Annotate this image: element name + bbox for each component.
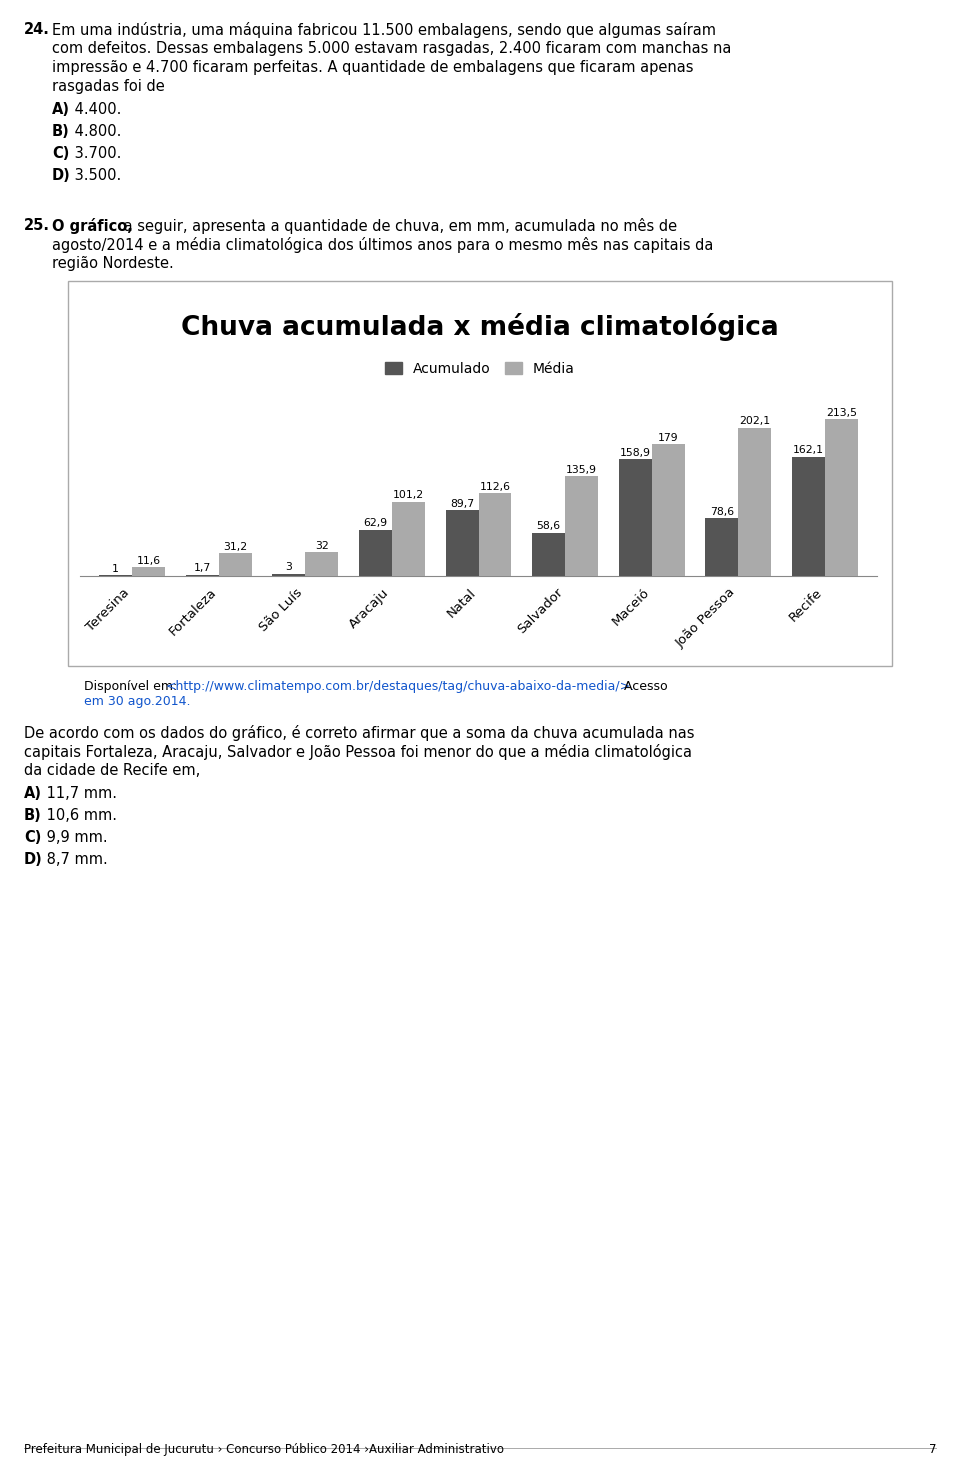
Text: 78,6: 78,6: [709, 507, 734, 517]
Text: B): B): [24, 808, 41, 822]
Text: a seguir, apresenta a quantidade de chuva, em mm, acumulada no mês de: a seguir, apresenta a quantidade de chuv…: [119, 218, 677, 234]
Text: A): A): [52, 102, 70, 116]
Text: 101,2: 101,2: [393, 491, 424, 500]
Text: 135,9: 135,9: [566, 464, 597, 475]
Text: 213,5: 213,5: [826, 408, 857, 417]
Text: 3.500.: 3.500.: [70, 168, 121, 183]
Text: D): D): [24, 852, 43, 867]
Text: 4.400.: 4.400.: [70, 102, 121, 116]
Text: C): C): [52, 146, 69, 161]
Text: 3.700.: 3.700.: [70, 146, 121, 161]
Text: 89,7: 89,7: [450, 498, 474, 509]
Text: com defeitos. Dessas embalagens 5.000 estavam rasgadas, 2.400 ficaram com mancha: com defeitos. Dessas embalagens 5.000 es…: [52, 41, 732, 56]
Text: capitais Fortaleza, Aracaju, Salvador e João Pessoa foi menor do que a média cli: capitais Fortaleza, Aracaju, Salvador e …: [24, 744, 692, 761]
Text: região Nordeste.: região Nordeste.: [52, 256, 174, 271]
Text: 62,9: 62,9: [363, 519, 388, 528]
Text: 10,6 mm.: 10,6 mm.: [42, 808, 117, 822]
Bar: [305, 553, 338, 576]
Text: De acordo com os dados do gráfico, é correto afirmar que a soma da chuva acumula: De acordo com os dados do gráfico, é cor…: [24, 725, 694, 741]
Bar: [532, 534, 565, 576]
Text: A): A): [24, 786, 42, 800]
Text: 24.: 24.: [24, 22, 50, 37]
Text: rasgadas foi de: rasgadas foi de: [52, 80, 165, 94]
Text: 179: 179: [658, 433, 679, 444]
Text: 162,1: 162,1: [793, 445, 824, 455]
Bar: [706, 519, 738, 576]
Text: 1,7: 1,7: [194, 563, 211, 573]
Bar: [219, 553, 252, 576]
Text: 11,7 mm.: 11,7 mm.: [42, 786, 117, 800]
Text: agosto/2014 e a média climatológica dos últimos anos para o mesmo mês nas capita: agosto/2014 e a média climatológica dos …: [52, 237, 713, 254]
Bar: [738, 427, 771, 576]
Text: Chuva acumulada x média climatológica: Chuva acumulada x média climatológica: [181, 312, 779, 340]
Bar: [132, 567, 165, 576]
Text: Acesso: Acesso: [616, 680, 667, 693]
Text: 11,6: 11,6: [136, 556, 160, 566]
Bar: [359, 529, 392, 576]
Text: C): C): [24, 830, 41, 845]
Text: 1: 1: [112, 563, 119, 573]
Bar: [792, 457, 825, 576]
Text: impressão e 4.700 ficaram perfeitas. A quantidade de embalagens que ficaram apen: impressão e 4.700 ficaram perfeitas. A q…: [52, 60, 693, 75]
Text: B): B): [52, 124, 70, 139]
Text: Em uma indústria, uma máquina fabricou 11.500 embalagens, sendo que algumas saír: Em uma indústria, uma máquina fabricou 1…: [52, 22, 716, 38]
Text: Prefeitura Municipal de Jucurutu › Concurso Público 2014 ›Auxiliar Administrativ: Prefeitura Municipal de Jucurutu › Concu…: [24, 1443, 504, 1456]
Text: 4.800.: 4.800.: [70, 124, 121, 139]
Text: Disponível em:: Disponível em:: [84, 680, 181, 693]
Text: em 30 ago.2014.: em 30 ago.2014.: [84, 696, 190, 708]
Bar: [565, 476, 598, 576]
Legend: Acumulado, Média: Acumulado, Média: [380, 357, 580, 382]
Text: 58,6: 58,6: [537, 522, 561, 532]
Text: 31,2: 31,2: [223, 541, 247, 551]
Text: O gráfico,: O gráfico,: [52, 218, 132, 234]
Text: D): D): [52, 168, 71, 183]
Bar: [273, 573, 305, 576]
Bar: [68, 282, 892, 666]
Text: 9,9 mm.: 9,9 mm.: [42, 830, 108, 845]
Text: 8,7 mm.: 8,7 mm.: [42, 852, 108, 867]
Bar: [619, 460, 652, 576]
Text: 32: 32: [315, 541, 328, 551]
Bar: [652, 445, 684, 576]
Text: da cidade de Recife em,: da cidade de Recife em,: [24, 764, 201, 778]
Bar: [478, 494, 512, 576]
Bar: [445, 510, 478, 576]
Text: 7: 7: [928, 1443, 936, 1456]
Bar: [392, 501, 424, 576]
Text: 3: 3: [285, 562, 292, 572]
Text: 202,1: 202,1: [739, 416, 771, 426]
Text: <http://www.climatempo.com.br/destaques/tag/chuva-abaixo-da-media/>.: <http://www.climatempo.com.br/destaques/…: [166, 680, 636, 693]
Text: 25.: 25.: [24, 218, 50, 233]
Bar: [825, 419, 858, 576]
Text: 158,9: 158,9: [620, 448, 651, 458]
Text: 112,6: 112,6: [479, 482, 511, 492]
